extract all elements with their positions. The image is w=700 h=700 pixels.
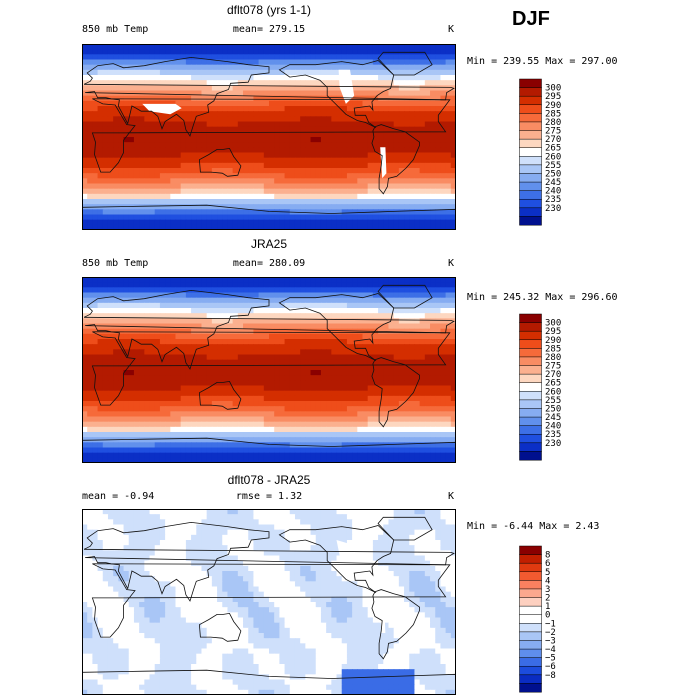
colorbar-tick-label: −8 <box>545 671 556 681</box>
colorbar-swatch <box>520 606 542 615</box>
colorbar-swatch <box>520 208 542 217</box>
colorbar-swatch <box>520 391 542 400</box>
min-max-label: Min = 239.55 Max = 297.00 <box>467 56 618 67</box>
colorbar-swatch <box>520 314 542 323</box>
colorbar-swatch <box>520 148 542 157</box>
colorbar-swatch <box>520 383 542 392</box>
colorbar-swatch <box>520 546 542 555</box>
colorbar-swatch <box>520 122 542 131</box>
colorbar-swatch <box>520 408 542 417</box>
colorbar-swatch <box>520 348 542 357</box>
panel-title: dflt078 (yrs 1-1) <box>227 3 311 17</box>
colorbar-swatch <box>520 589 542 598</box>
colorbar-tick-label: 230 <box>545 204 561 214</box>
colorbar-swatch <box>520 426 542 435</box>
colorbar-swatch <box>520 357 542 366</box>
colorbar-swatch <box>520 598 542 607</box>
colorbar-swatch <box>520 658 542 667</box>
panel-title: dflt078 - JRA25 <box>228 473 311 487</box>
colorbar-swatch <box>520 632 542 641</box>
panel-title: JRA25 <box>251 237 287 251</box>
colorbar-swatch <box>520 96 542 105</box>
colorbar: 3002952902852802752702652602552502452402… <box>519 313 581 461</box>
colorbar-swatch <box>520 580 542 589</box>
colorbar-swatch <box>520 572 542 581</box>
colorbar-swatch <box>520 555 542 564</box>
variable-label: 850 mb Temp <box>82 258 148 269</box>
colorbar-swatch <box>520 683 542 692</box>
variable-label: 850 mb Temp <box>82 24 148 35</box>
units-label: K <box>448 258 454 269</box>
colorbar-swatch <box>520 191 542 200</box>
colorbar-swatch <box>520 615 542 624</box>
units-label: K <box>448 24 454 35</box>
colorbar-swatch <box>520 88 542 97</box>
colorbar-swatch <box>520 331 542 340</box>
colorbar-swatch <box>520 323 542 332</box>
colorbar-swatch <box>520 443 542 452</box>
colorbar-swatch <box>520 165 542 174</box>
season-label: DJF <box>512 8 550 31</box>
colorbar-swatch <box>520 199 542 208</box>
colorbar-swatch <box>520 113 542 122</box>
colorbar-swatch <box>520 400 542 409</box>
min-max-label: Min = -6.44 Max = 2.43 <box>467 521 599 532</box>
units-label: K <box>448 491 454 502</box>
colorbar-swatch <box>520 666 542 675</box>
colorbar-tick-label: 230 <box>545 439 561 449</box>
map-panel <box>82 509 456 695</box>
colorbar-swatch <box>520 366 542 375</box>
colorbar-swatch <box>520 417 542 426</box>
stat-center: rmse = 1.32 <box>236 491 302 502</box>
map-panel <box>82 277 456 463</box>
colorbar-swatch <box>520 156 542 165</box>
colorbar: 86543210−1−2−3−4−5−6−8 <box>519 545 581 693</box>
colorbar-swatch <box>520 374 542 383</box>
colorbar-swatch <box>520 182 542 191</box>
colorbar-swatch <box>520 139 542 148</box>
map-panel <box>82 44 456 230</box>
stat-center: mean= 280.09 <box>233 258 305 269</box>
colorbar-swatch <box>520 640 542 649</box>
colorbar-swatch <box>520 105 542 114</box>
colorbar: 3002952902852802752702652602552502452402… <box>519 78 581 226</box>
colorbar-swatch <box>520 216 542 225</box>
stat-left: mean = -0.94 <box>82 491 154 502</box>
colorbar-swatch <box>520 675 542 684</box>
colorbar-swatch <box>520 563 542 572</box>
stat-center: mean= 279.15 <box>233 24 305 35</box>
min-max-label: Min = 245.32 Max = 296.60 <box>467 292 618 303</box>
colorbar-swatch <box>520 79 542 88</box>
colorbar-swatch <box>520 131 542 140</box>
colorbar-swatch <box>520 340 542 349</box>
colorbar-swatch <box>520 649 542 658</box>
colorbar-swatch <box>520 451 542 460</box>
colorbar-swatch <box>520 623 542 632</box>
colorbar-swatch <box>520 434 542 443</box>
colorbar-swatch <box>520 173 542 182</box>
